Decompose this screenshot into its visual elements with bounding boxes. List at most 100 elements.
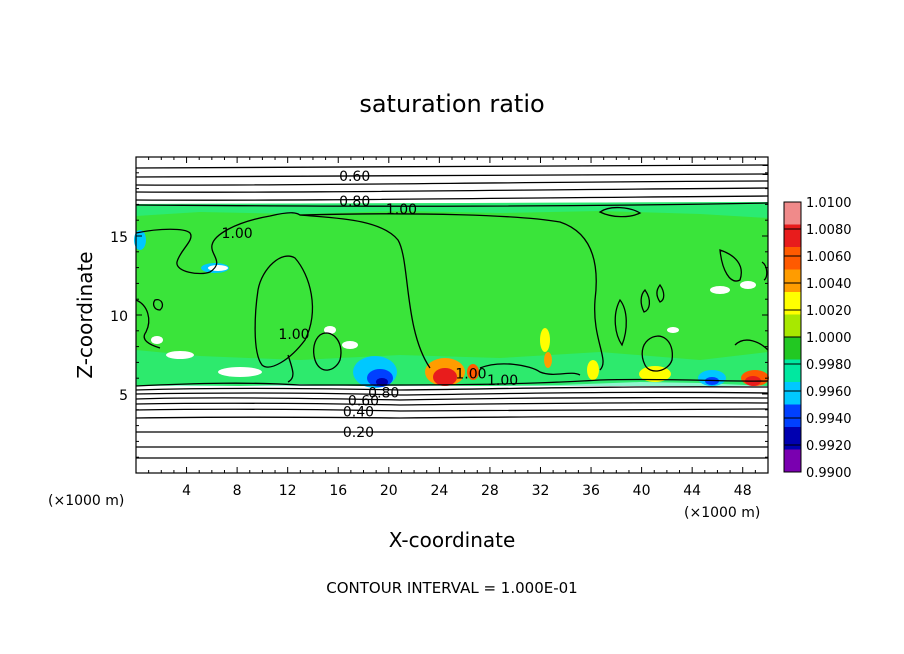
colorbar-swatch — [784, 337, 801, 360]
contour-line — [135, 391, 769, 396]
x-unit-left: (×1000 m) — [48, 493, 124, 509]
colorbar-swatch — [784, 427, 801, 450]
contour-label: 0.40 — [343, 404, 374, 420]
contour-line — [254, 255, 313, 368]
x-tick-label: 44 — [683, 483, 701, 499]
contour-line — [135, 173, 769, 178]
y-tick-label: 10 — [110, 309, 128, 325]
unsaturated-gap — [151, 336, 163, 344]
unsaturated-gap — [710, 286, 730, 294]
x-unit-right: (×1000 m) — [684, 505, 760, 521]
colorbar-swatch — [784, 404, 801, 428]
colorbar-label: 0.9980 — [806, 358, 852, 373]
unsaturated-gap — [740, 281, 756, 289]
colorbar: 1.0100 1.0080 1.0060 1.0040 1.0020 1.0000 0.99… — [783, 196, 852, 481]
colorbar-swatch — [784, 359, 801, 383]
saturation-field — [136, 202, 768, 386]
supersaturation-patch — [540, 328, 550, 352]
colorbar-label: 0.9960 — [806, 385, 852, 400]
unsaturated-gaps — [151, 265, 756, 377]
contour-label: 1.00 — [222, 226, 253, 242]
contour-line — [641, 335, 673, 372]
contour-line — [135, 396, 769, 401]
contour-line — [734, 339, 769, 351]
x-tick-label: 32 — [532, 483, 550, 499]
colorbar-swatch — [784, 247, 801, 270]
y-axis-label: Z-coordinate — [73, 251, 97, 378]
contour-label: 0.80 — [339, 194, 370, 210]
colorbar-label: 1.0040 — [806, 277, 852, 292]
contour-label: 1.00 — [487, 373, 518, 389]
y-tick-label: 5 — [119, 388, 128, 404]
contour-label: 0.60 — [348, 393, 379, 409]
unsaturated-gap — [208, 265, 228, 271]
colorbar-label: 1.0080 — [806, 223, 852, 238]
contour-line — [598, 206, 642, 218]
colorbar-swatch — [784, 292, 801, 315]
unsaturated-gap — [342, 341, 358, 349]
colorbar-label: 1.0020 — [806, 304, 852, 319]
colorbar-swatch — [784, 224, 801, 248]
supersaturation-patch — [433, 368, 457, 386]
contour-line — [614, 298, 627, 347]
contour-line — [135, 202, 769, 207]
x-tick-label: 20 — [380, 483, 398, 499]
contour-line — [313, 332, 342, 371]
colorbar-swatch — [784, 449, 801, 473]
x-tick-label: 28 — [481, 483, 499, 499]
contour-line — [135, 378, 769, 387]
x-axis-ticks: 4 8 12 16 20 24 28 32 36 40 44 48 — [148, 157, 756, 499]
supersaturation-patch — [544, 352, 552, 368]
contour-line — [135, 386, 769, 391]
unsaturated-gap — [166, 351, 194, 359]
contour-label: 0.60 — [339, 169, 370, 185]
contour-line — [135, 180, 769, 186]
unsaturated-gap — [218, 367, 262, 377]
colorbar-swatch — [784, 269, 801, 293]
x-tick-label: 12 — [279, 483, 297, 499]
contour-labels: 0.600.80 1.001.001.001.001.000.800.600.40… — [222, 169, 519, 441]
supersaturation-patch — [587, 360, 599, 380]
x-tick-label: 4 — [182, 483, 191, 499]
contour-line — [761, 261, 768, 281]
subsaturation-patch — [376, 378, 388, 386]
supersaturation-patch — [467, 364, 479, 380]
contour-label: 1.00 — [386, 202, 417, 218]
contour-interval-note: CONTOUR INTERVAL = 1.000E-01 — [326, 579, 577, 597]
x-tick-label: 36 — [582, 483, 600, 499]
x-tick-label: 24 — [430, 483, 448, 499]
contour-lines — [135, 164, 769, 459]
contour-line — [135, 408, 769, 412]
contour-label: 1.00 — [278, 327, 309, 343]
colorbar-label: 0.9920 — [806, 439, 852, 454]
contour-line — [656, 283, 665, 303]
contour-line — [135, 164, 769, 169]
colorbar-label: 0.9940 — [806, 412, 852, 427]
colorbar-label: 1.0000 — [806, 331, 852, 346]
contour-line — [479, 363, 581, 376]
colorbar-label: 1.0100 — [806, 196, 852, 211]
x-tick-label: 8 — [233, 483, 242, 499]
supersaturation-patches — [425, 328, 769, 386]
plot-area: 0.600.80 1.001.001.001.001.000.800.600.40… — [110, 156, 769, 499]
contour-line — [153, 299, 164, 311]
colorbar-label: 1.0060 — [806, 250, 852, 265]
contour-line — [135, 187, 769, 193]
x-tick-label: 16 — [329, 483, 347, 499]
chart-title: saturation ratio — [359, 90, 544, 118]
contour-line — [640, 288, 651, 313]
contour-line — [135, 402, 769, 406]
colorbar-swatch — [784, 202, 801, 225]
y-axis-ticks: 5 10 15 — [110, 172, 768, 458]
colorbar-swatch — [784, 382, 801, 405]
x-axis-label: X-coordinate — [389, 528, 516, 552]
contour-label: 1.00 — [455, 366, 486, 382]
x-tick-label: 48 — [734, 483, 752, 499]
contour-line — [135, 212, 431, 369]
y-tick-label: 15 — [110, 230, 128, 246]
subsaturation-patch — [134, 230, 146, 250]
contour-line — [299, 213, 604, 371]
x-tick-label: 40 — [633, 483, 651, 499]
unsaturated-gap — [324, 326, 336, 334]
